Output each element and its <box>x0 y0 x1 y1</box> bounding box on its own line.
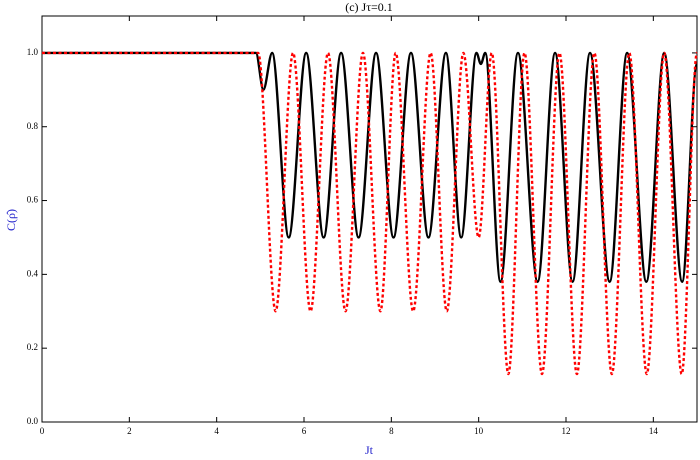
y-axis-label: C(ρ̂) <box>4 209 18 231</box>
y-tick-label: 0.0 <box>27 416 39 426</box>
x-tick-label: 10 <box>474 426 484 436</box>
line-series <box>42 51 699 283</box>
y-tick-label: 0.2 <box>27 342 38 352</box>
x-tick-label: 4 <box>214 426 219 436</box>
y-tick-label: 0.4 <box>27 268 39 278</box>
y-tick-label: 1.0 <box>27 47 39 57</box>
x-tick-label: 6 <box>302 426 307 436</box>
line-series <box>42 51 699 376</box>
x-tick-label: 2 <box>127 426 132 436</box>
chart-title: (c) Jτ=0.1 <box>345 0 393 14</box>
x-tick-label: 12 <box>562 426 571 436</box>
y-tick-label: 0.8 <box>27 121 39 131</box>
x-tick-label: 14 <box>649 426 659 436</box>
plot-frame <box>41 15 698 423</box>
x-tick-label: 8 <box>389 426 394 436</box>
y-tick-label: 0.6 <box>27 195 39 205</box>
x-tick-label: 0 <box>40 426 45 436</box>
x-axis-label: Jt <box>365 443 374 457</box>
